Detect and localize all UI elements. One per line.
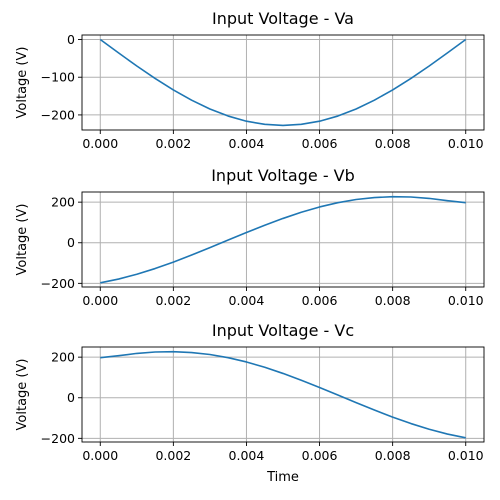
x-tick-label: 0.004 <box>229 293 265 308</box>
chart-title: Input Voltage - Va <box>212 9 354 28</box>
plot-frame <box>81 346 485 443</box>
y-tick-label: −200 <box>41 431 75 446</box>
y-axis-label: Voltage (V) <box>15 359 30 431</box>
x-tick-label: 0.004 <box>229 136 265 151</box>
y-axis-label: Voltage (V) <box>15 204 30 276</box>
plot-frame <box>81 191 485 288</box>
y-tick-label: 0 <box>67 235 75 250</box>
x-axis-label: Time <box>266 470 299 485</box>
series-line <box>100 195 466 284</box>
y-tick-label: −100 <box>41 70 75 85</box>
y-tick-label: −200 <box>41 107 75 122</box>
x-tick-label: 0.002 <box>155 293 191 308</box>
x-tick-label: 0.008 <box>375 448 411 463</box>
subplot-2: 0.000 0.002 0.004 0.006 0.008 0.010 200 0 −200 In… <box>15 166 485 308</box>
x-tick-label: 0.002 <box>155 448 191 463</box>
series-line <box>99 38 467 127</box>
chart-title: Input Voltage - Vc <box>212 321 354 340</box>
subplot-3: 0.000 0.002 0.004 0.006 0.008 0.010 200 0 −200 In… <box>15 321 485 485</box>
y-tick-label: 200 <box>51 350 75 365</box>
x-tick-label: 0.008 <box>375 293 411 308</box>
x-tick-label: 0.006 <box>302 448 338 463</box>
x-tick-label: 0.004 <box>229 448 265 463</box>
y-tick-label: 0 <box>67 32 75 47</box>
x-tick-label: 0.000 <box>82 293 118 308</box>
chart-title: Input Voltage - Vb <box>211 166 355 185</box>
x-tick-label: 0.008 <box>375 136 411 151</box>
x-tick-label: 0.010 <box>448 136 484 151</box>
series-line <box>100 350 466 439</box>
x-tick-label: 0.002 <box>155 136 191 151</box>
x-tick-label: 0.010 <box>448 293 484 308</box>
subplot-1: 0.000 0.002 0.004 0.006 0.008 0.010 0 −100 −200 I… <box>15 9 485 151</box>
y-tick-label: −200 <box>41 276 75 291</box>
x-tick-label: 0.010 <box>448 448 484 463</box>
x-tick-label: 0.000 <box>82 136 118 151</box>
x-tick-label: 0.006 <box>302 293 338 308</box>
plot-frame <box>81 34 485 131</box>
x-tick-label: 0.000 <box>82 448 118 463</box>
y-tick-label: 200 <box>51 195 75 210</box>
y-tick-label: 0 <box>67 390 75 405</box>
x-tick-label: 0.006 <box>302 136 338 151</box>
y-axis-label: Voltage (V) <box>15 47 30 119</box>
